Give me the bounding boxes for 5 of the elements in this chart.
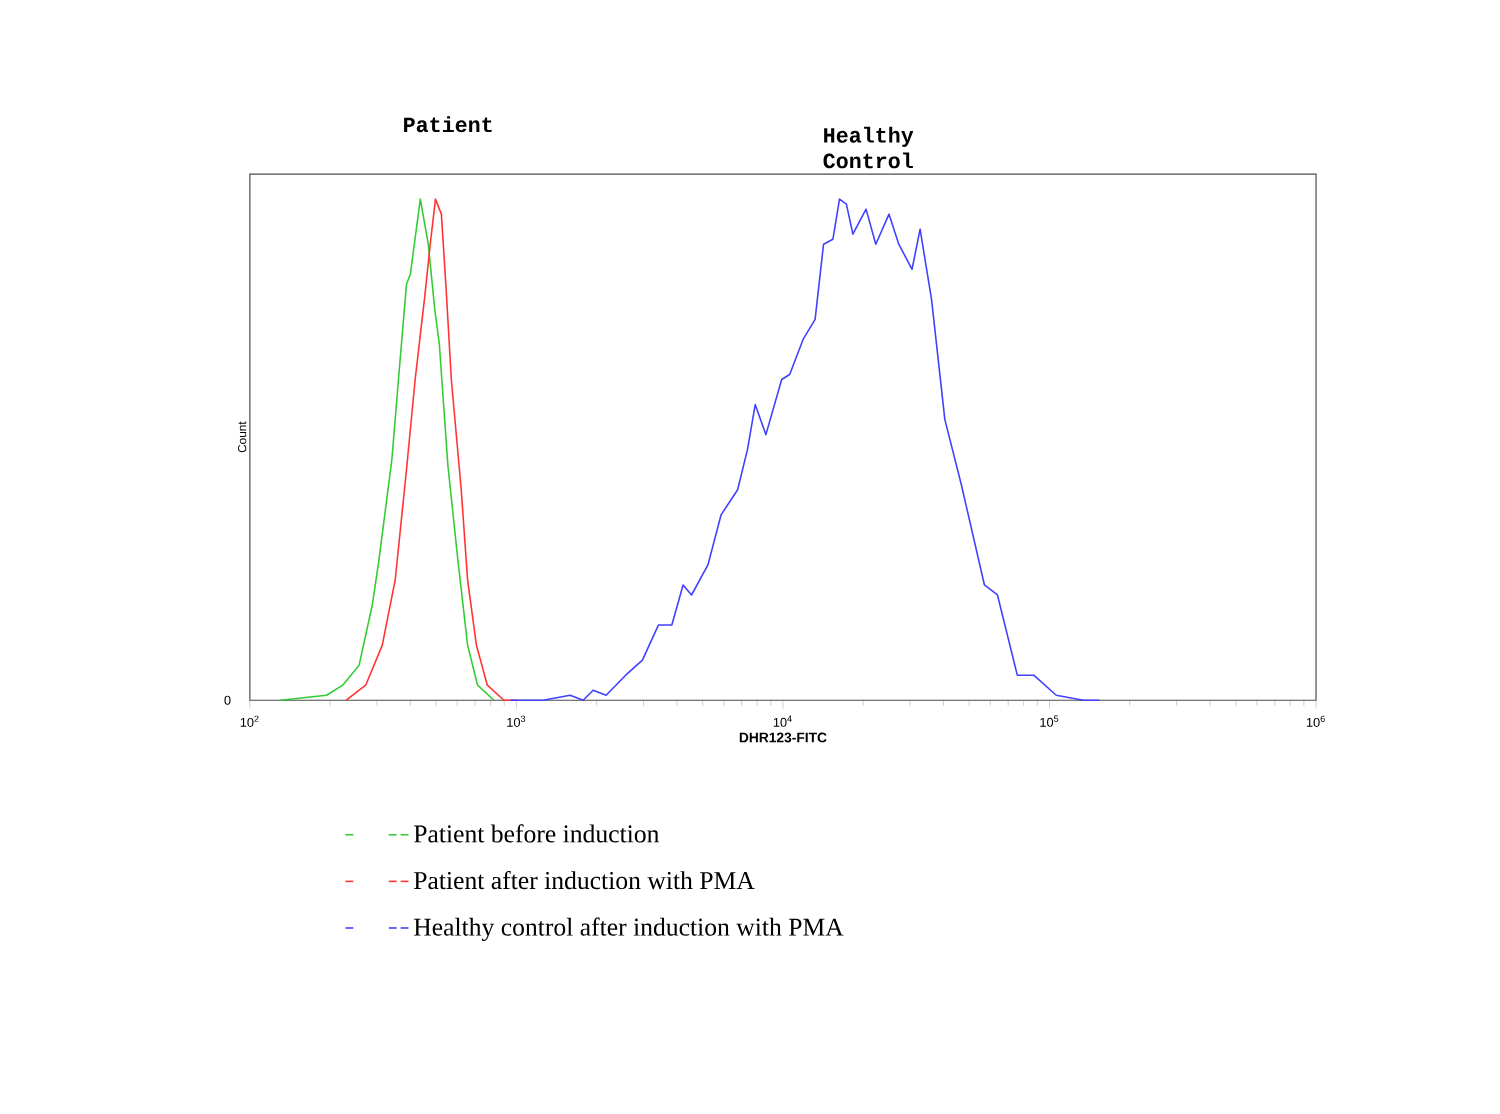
legend-label: Patient after induction with PMA bbox=[413, 871, 755, 890]
legend-label: Healthy control after induction with PMA bbox=[413, 917, 844, 942]
text: Healthy Control bbox=[823, 126, 914, 169]
text: Patient bbox=[404, 116, 492, 133]
legend-label: Patient before induction bbox=[413, 824, 660, 843]
